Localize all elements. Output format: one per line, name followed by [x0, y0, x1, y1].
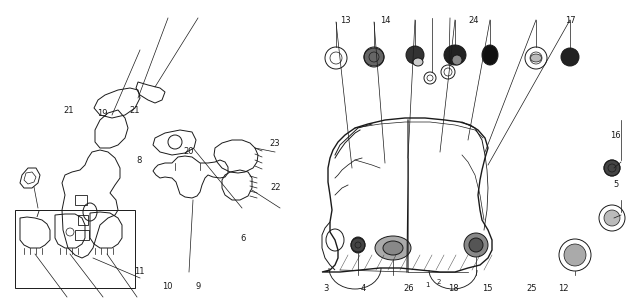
Text: 1: 1: [425, 283, 430, 288]
Bar: [75, 230, 89, 240]
Ellipse shape: [604, 210, 620, 226]
Text: 9: 9: [196, 282, 201, 291]
Text: 5: 5: [613, 180, 618, 189]
Ellipse shape: [464, 233, 488, 257]
Text: 2: 2: [436, 279, 440, 285]
Text: 17: 17: [566, 16, 576, 25]
Bar: [15, 210, 135, 288]
Text: 7: 7: [35, 210, 40, 219]
Text: 10: 10: [163, 282, 173, 291]
Ellipse shape: [375, 236, 411, 260]
Text: 11: 11: [134, 267, 145, 276]
Text: 24: 24: [468, 16, 479, 25]
Text: 22: 22: [270, 183, 280, 192]
Ellipse shape: [531, 54, 541, 62]
Ellipse shape: [452, 55, 462, 65]
Text: 8: 8: [137, 156, 142, 165]
Text: 23: 23: [270, 139, 280, 148]
Bar: [75, 195, 87, 205]
Text: 20: 20: [184, 148, 194, 156]
Text: 18: 18: [448, 284, 458, 293]
Text: 21: 21: [64, 106, 74, 115]
Ellipse shape: [406, 46, 424, 64]
Ellipse shape: [364, 48, 384, 66]
Ellipse shape: [564, 244, 586, 266]
Text: 13: 13: [340, 16, 351, 25]
Ellipse shape: [351, 237, 365, 253]
Bar: [78, 215, 88, 225]
Text: 26: 26: [403, 284, 413, 293]
Text: 6: 6: [241, 234, 246, 243]
Text: 12: 12: [558, 284, 568, 293]
Text: 19: 19: [97, 109, 108, 118]
Ellipse shape: [561, 48, 579, 66]
Text: 4: 4: [361, 284, 366, 293]
Text: 25: 25: [526, 284, 536, 293]
Text: 21: 21: [129, 106, 140, 115]
Text: 14: 14: [380, 16, 390, 25]
Text: 3: 3: [324, 284, 329, 293]
Ellipse shape: [413, 58, 423, 66]
Ellipse shape: [482, 45, 498, 65]
Text: 15: 15: [483, 284, 493, 293]
Text: 16: 16: [611, 131, 621, 140]
Ellipse shape: [444, 45, 466, 65]
Ellipse shape: [469, 238, 483, 252]
Ellipse shape: [383, 241, 403, 255]
Ellipse shape: [604, 160, 620, 176]
